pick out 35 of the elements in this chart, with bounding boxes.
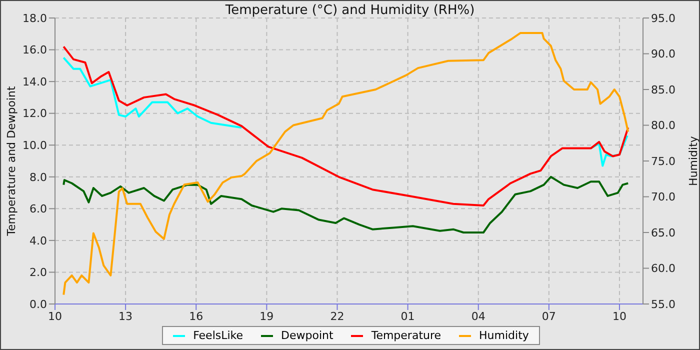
y-tick-label: 2.0 xyxy=(30,266,47,280)
y2-tick-label: 60.0 xyxy=(651,262,676,276)
legend-label: Dewpoint xyxy=(280,329,334,342)
legend-label: Temperature xyxy=(370,329,442,342)
legend-label: Humidity xyxy=(478,329,529,342)
y2-axis-title: Humidity xyxy=(686,136,700,186)
y2-tick-label: 75.0 xyxy=(651,154,676,168)
y-tick-label: 6.0 xyxy=(30,202,47,216)
x-tick-label: 16 xyxy=(189,310,204,323)
y2-tick-label: 80.0 xyxy=(651,119,676,132)
x-tick-label: 13 xyxy=(118,310,133,323)
y-tick-label: 14.0 xyxy=(22,75,47,88)
legend-label: FeelsLike xyxy=(192,329,244,342)
y2-tick-label: 55.0 xyxy=(651,298,676,311)
y2-tick-label: 90.0 xyxy=(651,48,676,61)
y-tick-label: 10.0 xyxy=(22,139,47,152)
x-tick-label: 10 xyxy=(612,310,626,323)
y-tick-label: 8.0 xyxy=(30,170,47,184)
y-tick-label: 16.0 xyxy=(22,44,47,57)
y-tick-label: 4.0 xyxy=(30,234,47,248)
y2-tick-label: 95.0 xyxy=(651,12,676,25)
x-tick-label: 19 xyxy=(260,310,274,323)
x-tick-label: 10 xyxy=(48,310,62,323)
x-tick-label: 01 xyxy=(400,310,415,323)
x-tick-label: 04 xyxy=(471,310,486,323)
x-tick-label: 07 xyxy=(542,310,556,323)
y-tick-label: 12.0 xyxy=(22,107,47,120)
y-tick-label: 18.0 xyxy=(22,12,47,25)
y-axis-title: Temperature and Dewpoint xyxy=(4,85,18,237)
y2-tick-label: 85.0 xyxy=(651,83,676,96)
x-tick-label: 22 xyxy=(330,310,344,323)
y2-tick-label: 70.0 xyxy=(651,190,676,204)
chart-title: Temperature (°C) and Humidity (RH%) xyxy=(225,3,475,18)
y-tick-label: 0.0 xyxy=(30,298,47,311)
y2-tick-label: 65.0 xyxy=(651,226,676,240)
